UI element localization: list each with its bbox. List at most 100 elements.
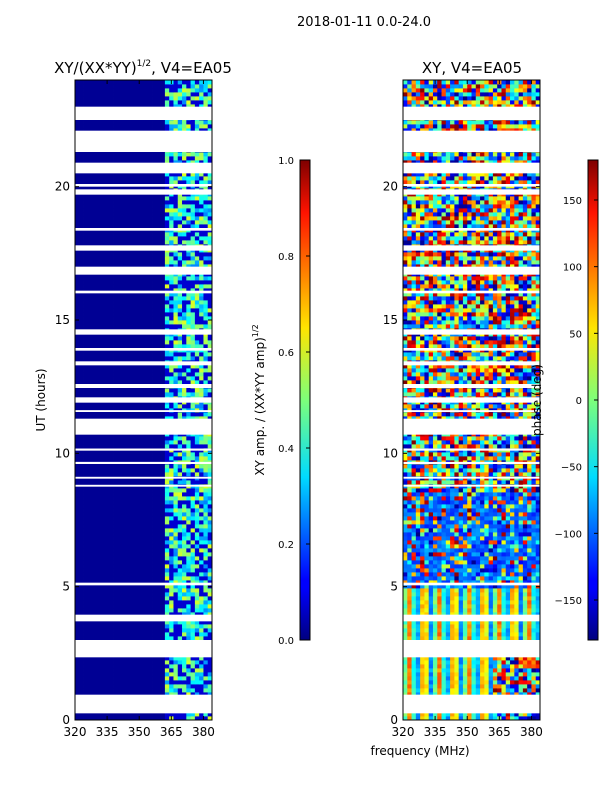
heatmap-cell bbox=[79, 636, 84, 641]
heatmap-cell bbox=[173, 568, 179, 573]
heatmap-cell bbox=[139, 620, 144, 625]
heatmap-cell bbox=[169, 312, 174, 317]
heatmap-cell bbox=[173, 688, 179, 693]
heatmap-cell bbox=[104, 404, 110, 409]
heatmap-cell bbox=[100, 232, 106, 237]
heatmap-cell bbox=[130, 312, 136, 317]
heatmap-cell bbox=[87, 668, 93, 673]
heatmap-cell bbox=[122, 316, 127, 321]
heatmap-cell bbox=[113, 456, 119, 461]
heatmap-cell bbox=[104, 536, 110, 541]
heatmap-cell bbox=[109, 560, 114, 565]
heatmap-cell bbox=[164, 212, 170, 217]
heatmap-cell bbox=[177, 256, 183, 261]
heatmap-cell bbox=[143, 180, 149, 185]
heatmap-cell bbox=[134, 204, 140, 209]
heatmap-cell bbox=[117, 568, 123, 573]
heatmap-cell bbox=[134, 632, 140, 637]
heatmap-cell bbox=[147, 592, 153, 597]
heatmap-cell bbox=[152, 436, 157, 441]
heatmap-cell bbox=[109, 504, 114, 509]
heatmap-cell bbox=[173, 560, 179, 565]
heatmap-cell bbox=[164, 160, 170, 165]
heatmap-cell bbox=[194, 632, 200, 637]
heatmap-cell bbox=[122, 712, 127, 717]
heatmap-cell bbox=[190, 320, 196, 325]
heatmap-cell bbox=[169, 584, 174, 589]
heatmap-cell bbox=[92, 120, 97, 125]
heatmap-cell bbox=[164, 588, 170, 593]
heatmap-cell bbox=[182, 520, 187, 525]
heatmap-cell bbox=[126, 312, 132, 317]
heatmap-cell bbox=[190, 156, 196, 161]
heatmap-cell bbox=[87, 656, 93, 661]
heatmap-cell bbox=[199, 440, 204, 445]
heatmap-cell bbox=[190, 436, 196, 441]
heatmap-cell bbox=[117, 300, 123, 305]
heatmap-cell bbox=[194, 684, 200, 689]
heatmap-cell bbox=[126, 452, 132, 457]
heatmap-cell bbox=[147, 452, 153, 457]
heatmap-cell bbox=[96, 324, 102, 329]
heatmap-cell bbox=[96, 252, 102, 257]
heatmap-cell bbox=[75, 636, 80, 641]
heatmap-cell bbox=[156, 304, 162, 309]
heatmap-cell bbox=[156, 200, 162, 205]
heatmap-cell bbox=[207, 440, 212, 445]
heatmap-cell bbox=[104, 656, 110, 661]
heatmap-cell bbox=[164, 252, 170, 257]
heatmap-cell bbox=[139, 464, 144, 469]
heatmap-cell bbox=[104, 440, 110, 445]
heatmap-cell bbox=[152, 352, 157, 357]
heatmap-cell bbox=[100, 352, 106, 357]
heatmap-cell bbox=[160, 152, 166, 157]
heatmap-cell bbox=[186, 596, 191, 601]
heatmap-cell bbox=[160, 120, 166, 125]
heatmap-cell bbox=[83, 304, 89, 309]
heatmap-cell bbox=[173, 240, 179, 245]
heatmap-cell bbox=[152, 124, 157, 129]
heatmap-cell bbox=[203, 508, 209, 513]
heatmap-cell bbox=[194, 320, 200, 325]
heatmap-cell bbox=[83, 196, 89, 201]
heatmap-cell bbox=[130, 716, 136, 720]
heatmap-cell bbox=[92, 280, 97, 285]
heatmap-cell bbox=[122, 480, 127, 485]
heatmap-cell bbox=[113, 260, 119, 265]
heatmap-cell bbox=[79, 584, 84, 589]
heatmap-cell bbox=[156, 404, 162, 409]
heatmap-cell bbox=[87, 220, 93, 225]
heatmap-cell bbox=[139, 236, 144, 241]
heatmap-cell bbox=[113, 304, 119, 309]
heatmap-cell bbox=[182, 512, 187, 517]
heatmap-cell bbox=[177, 216, 183, 221]
heatmap-cell bbox=[152, 152, 157, 157]
heatmap-cell bbox=[75, 252, 80, 257]
heatmap-cell bbox=[169, 672, 174, 677]
heatmap-cell bbox=[152, 468, 157, 473]
heatmap-cell bbox=[109, 668, 114, 673]
heatmap-cell bbox=[117, 452, 123, 457]
heatmap-cell bbox=[164, 624, 170, 629]
heatmap-cell bbox=[139, 224, 144, 229]
heatmap-cell bbox=[109, 104, 114, 109]
heatmap-cell bbox=[190, 256, 196, 261]
heatmap-cell bbox=[92, 320, 97, 325]
heatmap-cell bbox=[143, 552, 149, 557]
heatmap-cell bbox=[147, 372, 153, 377]
heatmap-cell bbox=[79, 452, 84, 457]
heatmap-cell bbox=[87, 480, 93, 485]
heatmap-cell bbox=[92, 492, 97, 497]
heatmap-cell bbox=[83, 600, 89, 605]
heatmap-cell bbox=[177, 284, 183, 289]
heatmap-cell bbox=[96, 472, 102, 477]
heatmap-cell bbox=[156, 388, 162, 393]
heatmap-cell bbox=[147, 568, 153, 573]
heatmap-cell bbox=[100, 404, 106, 409]
heatmap-cell bbox=[130, 200, 136, 205]
heatmap-cell bbox=[177, 668, 183, 673]
heatmap-cell bbox=[92, 316, 97, 321]
heatmap-cell bbox=[190, 380, 196, 385]
heatmap-cell bbox=[104, 532, 110, 537]
heatmap-cell bbox=[147, 684, 153, 689]
